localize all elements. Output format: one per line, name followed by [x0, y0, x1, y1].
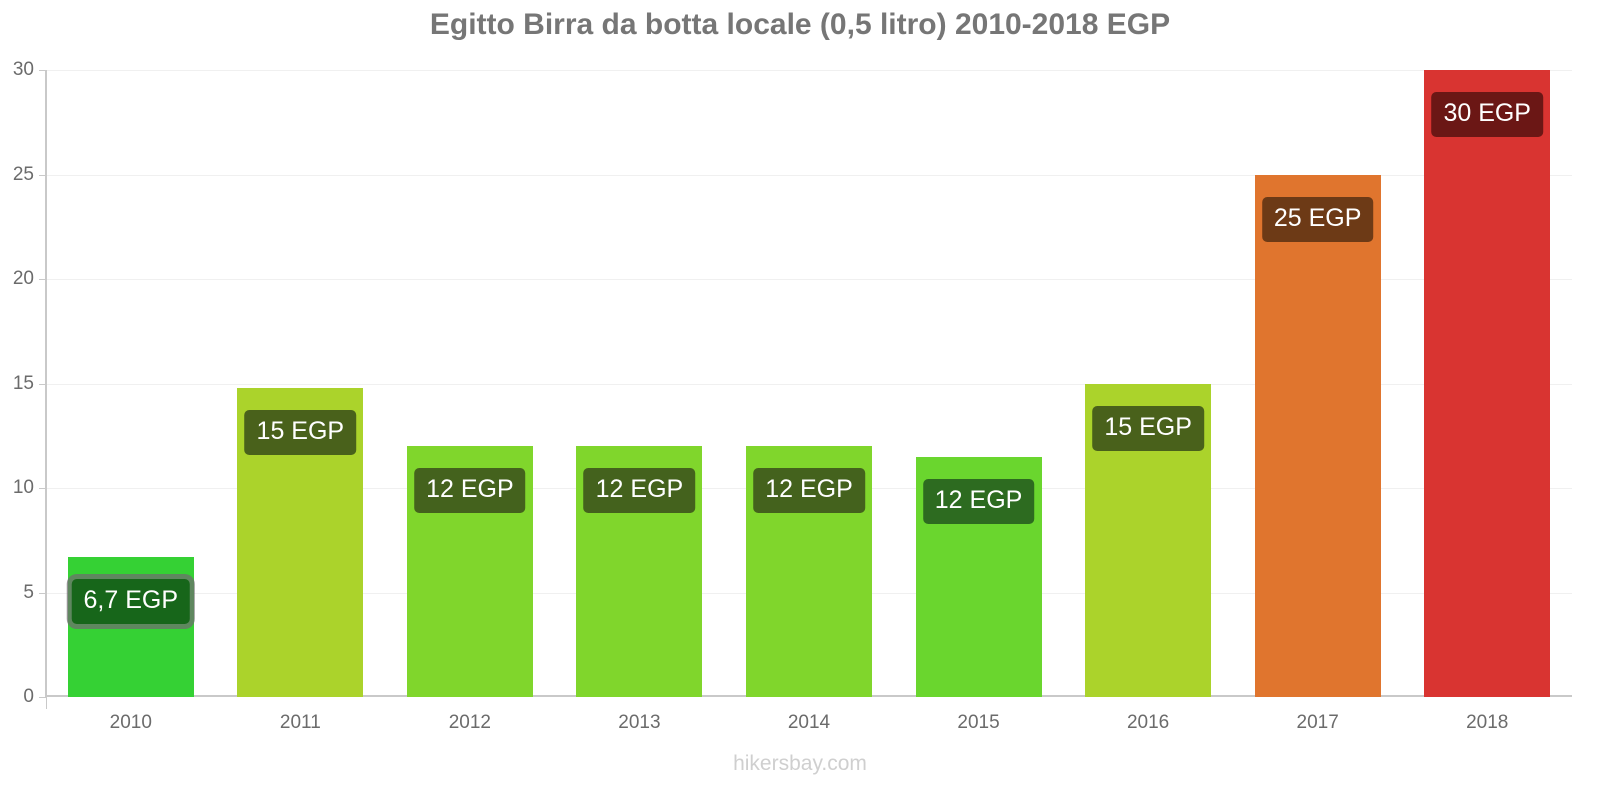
x-axis-label-2018: 2018 [1466, 712, 1509, 733]
y-axis-tick [39, 70, 47, 71]
y-axis-tick [39, 697, 47, 698]
bar-value-label-2017: 25 EGP [1261, 196, 1374, 242]
x-axis-label-2011: 2011 [279, 712, 321, 733]
y-axis-tick [39, 174, 47, 176]
x-axis-label-2013: 2013 [618, 712, 661, 733]
bar-2017[interactable]: 25 EGP [1254, 174, 1381, 697]
y-axis-tick [39, 383, 47, 385]
chart-title: Egitto Birra da botta locale (0,5 litro)… [429, 8, 1171, 41]
y-axis-tick-label: 15 [12, 372, 34, 394]
bar-2014[interactable]: 12 EGP [746, 446, 872, 697]
bar-value-label-2016: 15 EGP [1092, 405, 1204, 451]
bar-2011[interactable]: 15 EGP [237, 387, 364, 697]
y-axis-tick [39, 279, 47, 280]
x-axis-tick [46, 697, 47, 709]
y-axis-tick-label: 10 [12, 477, 34, 498]
gridline-30 [46, 70, 1572, 71]
x-axis-label-2016: 2016 [1126, 712, 1170, 733]
bar-value-label-2015: 12 EGP [922, 478, 1035, 524]
bar-2013[interactable]: 12 EGP [576, 446, 703, 697]
bar-2015[interactable]: 12 EGP [915, 456, 1042, 697]
x-axis-label-2015: 2015 [957, 712, 1000, 733]
y-axis-tick-label: 5 [23, 581, 34, 603]
bar-value-label-2014: 12 EGP [753, 468, 865, 514]
y-axis-tick-label: 30 [12, 59, 34, 80]
y-axis-tick-label: 25 [12, 163, 34, 185]
plot-area: 6,7 EGP 15 EGP 12 EGP 12 EGP 12 EGP 12 EGP 15 … [46, 70, 1572, 697]
y-axis-tick-label: 0 [23, 686, 34, 707]
y-axis-tick [39, 592, 47, 594]
x-axis-label-2010: 2010 [109, 712, 152, 733]
x-axis-label-2017: 2017 [1296, 712, 1339, 733]
bar-2016[interactable]: 15 EGP [1085, 383, 1212, 697]
bar-2010[interactable]: 6,7 EGP [67, 556, 194, 697]
bar-value-label-2011: 15 EGP [244, 409, 357, 455]
bar-value-label-2013: 12 EGP [583, 468, 696, 514]
footer-credit: hikersbay.com [733, 752, 867, 775]
x-axis-label-2014: 2014 [787, 712, 831, 733]
bar-value-label-2010: 6,7 EGP [71, 578, 191, 624]
y-axis-tick [39, 488, 47, 489]
x-axis-label-2012: 2012 [448, 712, 492, 733]
gridline-15 [46, 383, 1572, 385]
gridline-20 [46, 279, 1572, 280]
y-axis-tick-label: 20 [12, 268, 34, 289]
bar-value-label-2012: 12 EGP [414, 468, 526, 514]
bar-value-label-2018: 30 EGP [1431, 92, 1543, 137]
gridline-25 [46, 174, 1572, 176]
bar-2012[interactable]: 12 EGP [406, 446, 533, 697]
bar-2018[interactable]: 30 EGP [1424, 70, 1551, 697]
